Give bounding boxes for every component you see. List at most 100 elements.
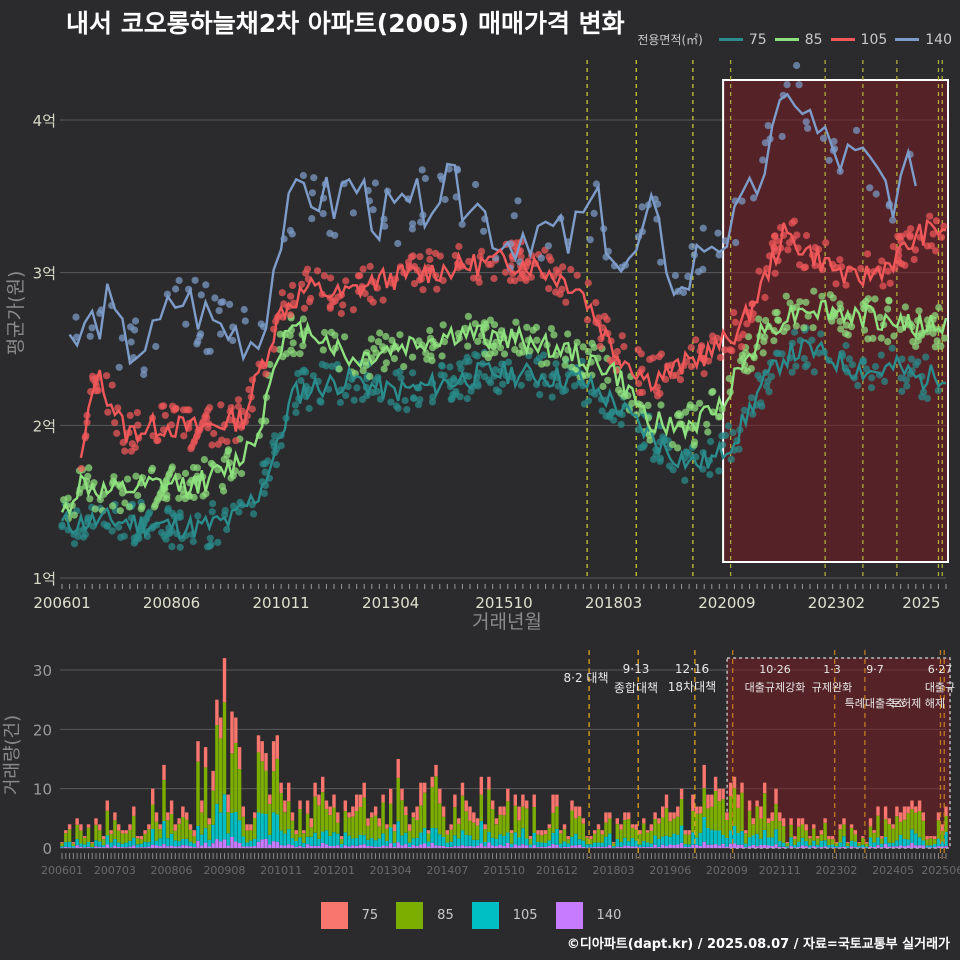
bar-segment-140	[139, 847, 143, 848]
bar-segment-140	[192, 847, 196, 848]
bar-segment-75	[287, 782, 291, 802]
bar-segment-75	[774, 788, 778, 804]
bar-segment-105	[755, 833, 759, 847]
legend-item-140[interactable]: 140	[895, 32, 952, 48]
bar-segment-75	[581, 818, 585, 824]
bar-segment-75	[532, 794, 536, 807]
scatter-point-75	[540, 351, 548, 359]
bar-legend-swatch-140	[555, 902, 583, 929]
bar-segment-75	[196, 741, 200, 762]
bar-segment-75	[619, 824, 623, 830]
scatter-point-85	[579, 343, 587, 351]
bar-segment-85	[355, 811, 359, 838]
bar-legend-item-75[interactable]: 75	[320, 902, 378, 929]
scatter-point-75	[336, 398, 344, 407]
bar-segment-140	[117, 847, 121, 848]
series-line-140	[68, 92, 917, 366]
bar-segment-105	[917, 837, 922, 846]
bar-segment-75	[67, 824, 72, 830]
bar-segment-85	[75, 824, 79, 840]
bar-segment-75	[275, 735, 279, 759]
scatter-point-140	[714, 229, 722, 237]
legend-item-75[interactable]: 75	[718, 32, 767, 48]
scatter-point-105	[601, 312, 609, 320]
bar-segment-75	[664, 794, 669, 809]
scatter-point-140	[825, 156, 833, 164]
scatter-point-105	[863, 250, 872, 258]
bar-segment-75	[615, 818, 619, 824]
bar-segment-85	[287, 801, 291, 830]
scatter-point-105	[635, 380, 643, 388]
bar-segment-75	[302, 830, 306, 834]
bar-legend-item-105[interactable]: 105	[471, 902, 538, 929]
bar-segment-105	[740, 831, 744, 845]
bar-segment-140	[683, 847, 687, 848]
bar-segment-105	[117, 842, 121, 847]
bar-segment-85	[358, 807, 363, 835]
bar-segment-75	[234, 717, 238, 743]
bar-segment-105	[532, 832, 536, 846]
bar-segment-140	[555, 844, 559, 848]
bar-segment-105	[899, 835, 903, 846]
bar-segment-140	[298, 845, 302, 848]
bar-segment-140	[347, 846, 351, 848]
x-tick-label: 202009	[698, 594, 755, 612]
bar-x-tick-label: 202405	[872, 864, 914, 877]
bar-segment-85	[630, 827, 635, 839]
bar-legend-swatch-85	[396, 902, 424, 929]
scatter-point-105	[214, 440, 222, 448]
legend-item-105[interactable]: 105	[830, 32, 887, 48]
bar-segment-75	[98, 824, 102, 831]
bar-segment-140	[751, 844, 755, 848]
bar-legend-item-140[interactable]: 140	[555, 902, 621, 929]
bar-segment-75	[902, 806, 907, 820]
scatter-point-75	[103, 522, 111, 530]
scatter-point-140	[96, 309, 104, 317]
bar-segment-105	[124, 842, 128, 848]
bar-segment-140	[392, 846, 397, 848]
bar-segment-85	[302, 833, 306, 843]
bar-segment-85	[593, 833, 597, 843]
bar-segment-85	[770, 820, 774, 838]
scatter-point-85	[786, 299, 794, 307]
bar-segment-105	[717, 830, 721, 846]
scatter-point-75	[636, 444, 645, 452]
bar-segment-105	[279, 830, 283, 846]
bar-segment-85	[151, 804, 155, 830]
bar-segment-105	[256, 812, 261, 842]
bar-segment-105	[857, 845, 861, 848]
bar-segment-75	[513, 794, 517, 806]
bar-segment-75	[834, 842, 839, 844]
scatter-point-105	[485, 260, 493, 268]
bar-segment-85	[634, 829, 638, 841]
legend-item-85[interactable]: 85	[774, 32, 823, 48]
bar-segment-140	[661, 844, 665, 848]
scatter-point-140	[381, 222, 389, 230]
bar-segment-105	[638, 844, 642, 848]
bar-legend-swatch-75	[320, 902, 348, 929]
bar-segment-140	[75, 845, 79, 848]
bar-segment-85	[241, 816, 245, 837]
scatter-point-105	[743, 320, 751, 328]
scatter-point-75	[748, 394, 756, 402]
bar-segment-140	[679, 842, 684, 848]
bar-segment-75	[936, 812, 941, 821]
bar-segment-140	[83, 847, 87, 848]
bar-segment-105	[774, 829, 778, 845]
bar-segment-140	[551, 844, 555, 848]
bar-segment-85	[706, 808, 710, 828]
bar-segment-140	[925, 847, 929, 848]
bar-segment-105	[483, 842, 487, 847]
scatter-point-140	[688, 242, 696, 251]
bar-segment-105	[623, 837, 627, 846]
scatter-point-75	[403, 406, 411, 414]
scatter-point-85	[181, 469, 190, 477]
scatter-point-105	[289, 281, 297, 289]
bar-legend-item-85[interactable]: 85	[396, 902, 454, 929]
bar-segment-105	[245, 842, 249, 847]
bar-segment-85	[211, 790, 215, 825]
bar-segment-140	[804, 846, 808, 848]
bar-segment-140	[351, 845, 355, 848]
scatter-point-140	[409, 220, 417, 228]
bar-segment-140	[906, 845, 910, 848]
